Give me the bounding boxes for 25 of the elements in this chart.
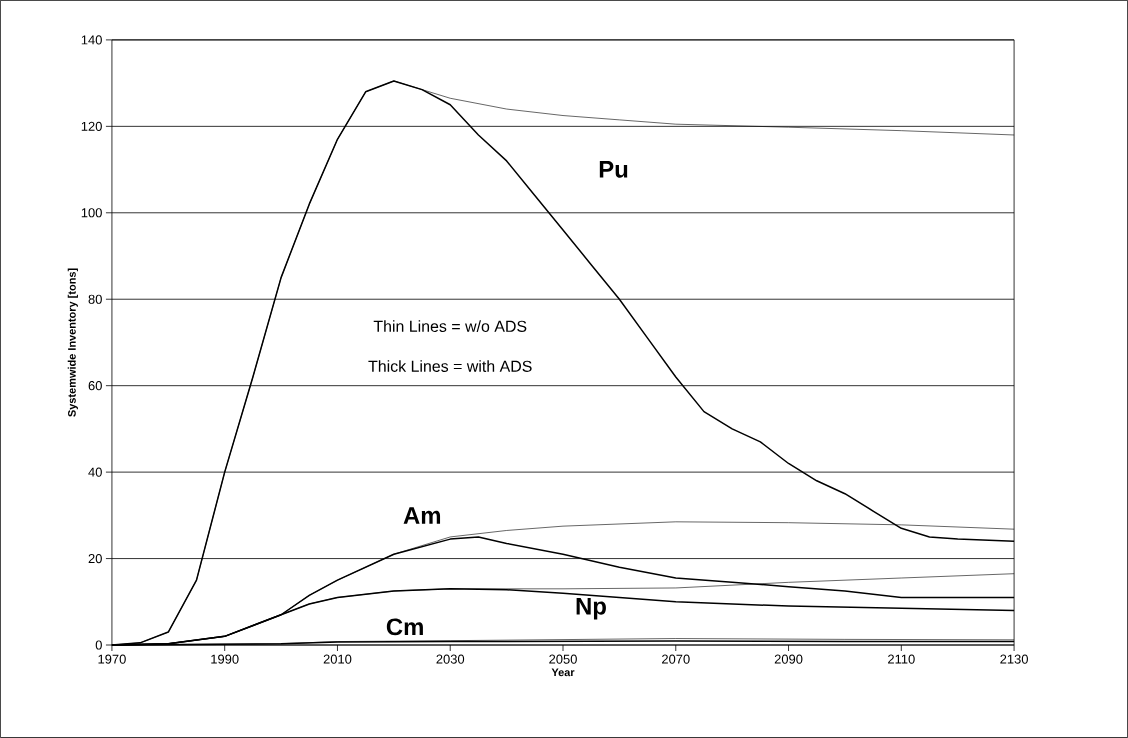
- annotation: Thick Lines = with ADS: [368, 360, 532, 372]
- x-tick-label: 2110: [888, 654, 915, 664]
- annotation: Thin Lines = w/o ADS: [373, 320, 527, 333]
- annotation: Pu: [599, 161, 628, 178]
- y-tick-label: 40: [88, 467, 102, 477]
- y-tick-label: 20: [88, 554, 102, 564]
- x-tick-label: 2030: [436, 654, 465, 664]
- x-tick-label: 2010: [323, 654, 352, 664]
- x-axis-title: Year: [551, 668, 575, 677]
- y-tick-label: 60: [88, 381, 102, 391]
- x-tick-label: 2050: [549, 654, 577, 664]
- annotation: Am: [403, 507, 441, 524]
- y-tick-label: 140: [81, 35, 102, 45]
- annotation: Np: [576, 598, 606, 620]
- x-tick-label: 2090: [774, 654, 803, 664]
- x-tick-label: 1970: [98, 654, 126, 664]
- y-tick-label: 80: [88, 294, 102, 304]
- y-tick-label: 0: [95, 640, 102, 650]
- x-tick-label: 1990: [211, 654, 239, 664]
- x-tick-label: 2070: [662, 654, 690, 664]
- y-tick-label: 120: [81, 121, 102, 131]
- y-tick-label: 100: [81, 208, 102, 218]
- annotation: Cm: [386, 618, 423, 636]
- y-axis-title: Systemwide Inventory [tons]: [67, 268, 78, 417]
- x-tick-label: 2130: [1000, 654, 1028, 664]
